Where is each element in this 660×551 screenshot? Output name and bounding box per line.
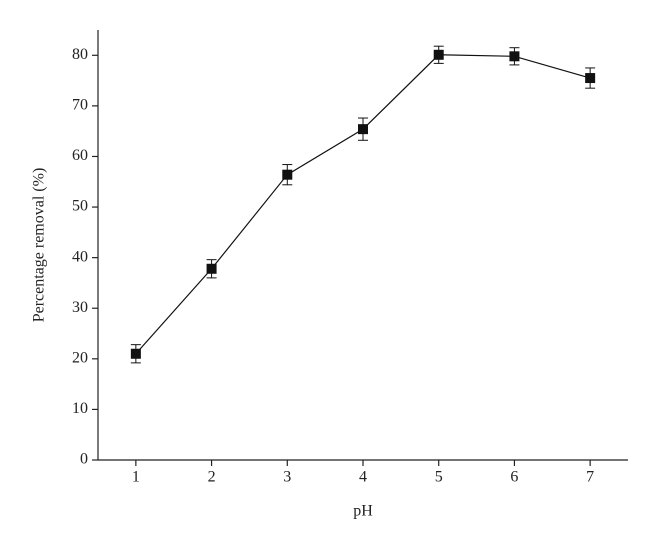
x-tick-label: 5 xyxy=(435,469,443,486)
y-tick-label: 10 xyxy=(72,400,88,417)
marker xyxy=(206,263,217,274)
marker xyxy=(585,73,596,84)
marker xyxy=(282,169,293,180)
y-tick-label: 60 xyxy=(72,147,88,164)
y-tick-label: 50 xyxy=(72,198,88,215)
y-tick-label: 0 xyxy=(80,451,88,468)
y-axis-label: Percentage removal (%) xyxy=(31,168,48,323)
y-tick-label: 80 xyxy=(72,46,88,63)
marker xyxy=(433,49,444,60)
x-tick-label: 3 xyxy=(283,469,291,486)
line xyxy=(135,54,591,355)
y-tick-label: 40 xyxy=(72,248,88,265)
marker xyxy=(358,124,368,135)
marker xyxy=(130,348,141,359)
x-tick-label: 4 xyxy=(359,469,367,486)
y-tick-label: 30 xyxy=(72,299,88,316)
x-tick-label: 6 xyxy=(510,469,518,486)
x-tick-label: 1 xyxy=(132,469,140,486)
y-tick-label: 20 xyxy=(72,349,88,366)
y-tick-label: 70 xyxy=(72,97,88,114)
marker xyxy=(509,51,520,62)
x-tick-label: 2 xyxy=(208,469,216,486)
x-axis-label: pH xyxy=(353,503,373,520)
x-tick-label: 7 xyxy=(586,469,594,486)
